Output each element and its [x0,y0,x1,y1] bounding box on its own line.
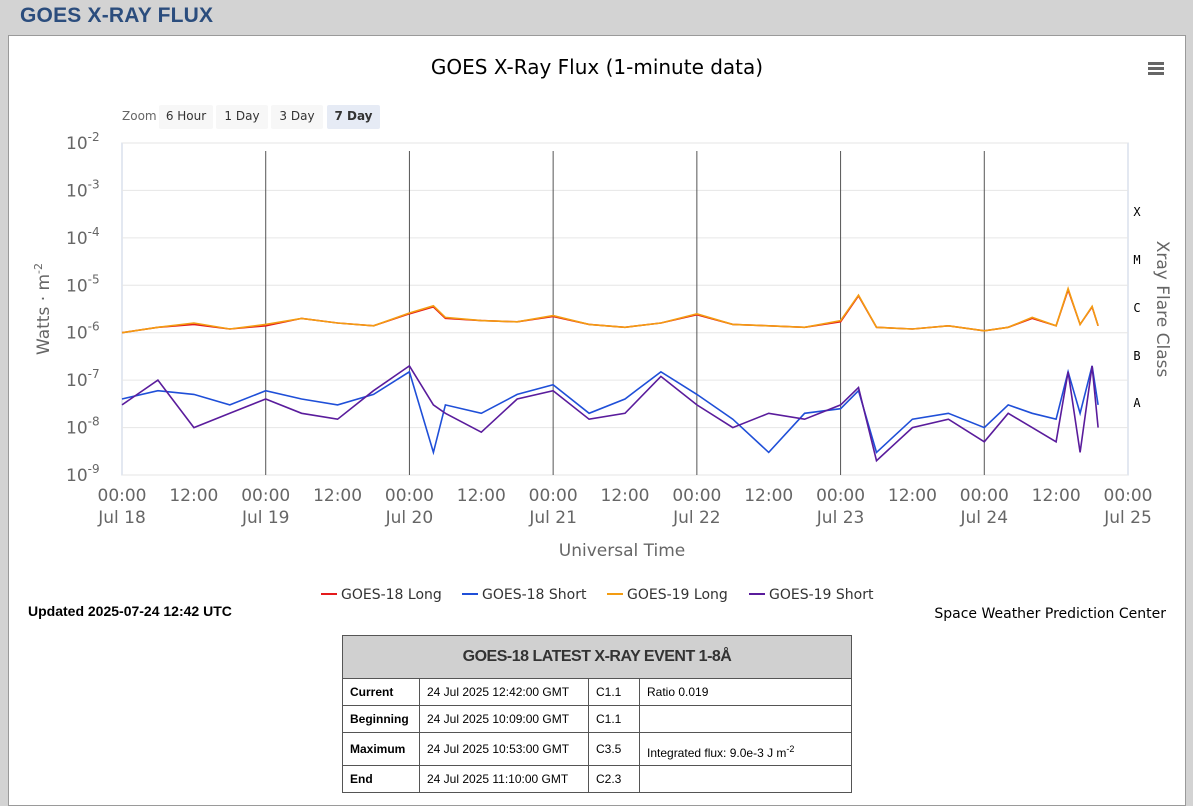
x-tick-date: Jul 22 [672,508,721,528]
legend-label: GOES-18 Short [482,587,587,603]
y-tick-label: 10-2 [66,130,100,154]
event-note [639,705,852,733]
event-note: Ratio 0.019 [639,678,852,706]
x-axis-title: Universal Time [559,541,685,561]
page-heading: GOES X-RAY FLUX [20,4,214,27]
x-tick-date: Jul 19 [241,508,290,528]
zoom-button-label: 3 Day [279,109,314,123]
zoom-button-label: 7 Day [334,109,372,123]
credit-label: Space Weather Prediction Center [934,606,1166,622]
y-tick-label: 10-7 [66,367,100,391]
event-class: C1.1 [588,678,640,706]
zoom-button-7-day[interactable]: 7 Day [327,105,380,129]
x-tick-time: 12:00 [601,486,650,506]
legend-item-goes-18-long[interactable]: GOES-18 Long [321,587,442,603]
event-row-label: End [342,765,420,793]
flare-class-b: B [1133,349,1140,363]
event-note [639,765,852,793]
x-tick-time: 00:00 [529,486,578,506]
event-table-header: GOES-18 LATEST X-RAY EVENT 1-8Å [342,635,852,679]
event-time: 24 Jul 2025 10:53:00 GMT [419,732,589,766]
x-tick-date: Jul 25 [1103,508,1152,528]
x-tick-time: 00:00 [98,486,147,506]
zoom-button-1-day[interactable]: 1 Day [216,105,268,129]
plot-area [121,142,1129,476]
event-row-beginning: Beginning 24 Jul 2025 10:09:00 GMT C1.1 [342,705,852,733]
x-tick-date: Jul 24 [960,508,1009,528]
legend-label: GOES-18 Long [341,587,442,603]
legend-item-goes-18-short[interactable]: GOES-18 Short [462,587,587,603]
x-tick-time: 12:00 [744,486,793,506]
zoom-button-3-day[interactable]: 3 Day [271,105,323,129]
x-tick-time: 00:00 [960,486,1009,506]
y-tick-label: 10-4 [66,225,100,249]
x-tick-date: Jul 18 [97,508,146,528]
event-row-current: Current 24 Jul 2025 12:42:00 GMT C1.1 Ratio… [342,678,852,706]
x-tick-time: 00:00 [385,486,434,506]
event-note: Integrated flux: 9.0e-3 J m-2 [639,732,852,766]
series-line-goes-18-short [121,365,1099,456]
event-time: 24 Jul 2025 12:42:00 GMT [419,678,589,706]
y-tick-label: 10-9 [66,462,100,486]
zoom-button-label: 6 Hour [166,109,206,123]
right-axis-title: Xray Flare Class [1152,241,1172,378]
series-line-goes-19-long [121,286,1099,334]
event-row-end: End 24 Jul 2025 11:10:00 GMT C2.3 [342,765,852,793]
event-row-maximum: Maximum 24 Jul 2025 10:53:00 GMT C3.5 Integ… [342,732,852,766]
flare-class-a: A [1133,396,1141,410]
legend-label: GOES-19 Short [769,587,874,603]
event-time: 24 Jul 2025 11:10:00 GMT [419,765,589,793]
hamburger-menu-icon[interactable] [1145,59,1169,81]
x-tick-time: 00:00 [672,486,721,506]
zoom-selector: Zoom 6 Hour 1 Day 3 Day 7 Day [122,105,380,129]
updated-timestamp: Updated 2025-07-24 12:42 UTC [28,603,232,619]
x-tick-time: 12:00 [457,486,506,506]
legend-item-goes-19-short[interactable]: GOES-19 Short [749,587,874,603]
x-tick-time: 12:00 [169,486,218,506]
y-tick-label: 10-5 [66,272,100,296]
zoom-button-6-hour[interactable]: 6 Hour [159,105,213,129]
legend: GOES-18 Long GOES-18 Short GOES-19 Long GOE… [321,587,874,603]
y-tick-label: 10-3 [66,177,100,201]
axes: 10-210-310-410-510-610-710-810-900:00Jul… [32,130,1172,561]
x-tick-date: Jul 21 [528,508,577,528]
y-axis-title: Watts · m-2 [32,263,54,355]
zoom-label: Zoom [122,109,157,123]
event-class: C2.3 [588,765,640,793]
event-class: C1.1 [588,705,640,733]
x-tick-time: 00:00 [816,486,865,506]
x-tick-date: Jul 23 [816,508,865,528]
chart-title: GOES X-Ray Flux (1-minute data) [431,55,763,79]
y-tick-label: 10-6 [66,320,100,344]
zoom-button-label: 1 Day [224,109,259,123]
x-tick-time: 00:00 [241,486,290,506]
event-time: 24 Jul 2025 10:09:00 GMT [419,705,589,733]
x-tick-time: 12:00 [313,486,362,506]
legend-item-goes-19-long[interactable]: GOES-19 Long [607,587,728,603]
legend-label: GOES-19 Long [627,587,728,603]
flare-class-c: C [1133,301,1140,315]
flare-class-m: M [1133,253,1140,267]
x-tick-time: 12:00 [888,486,937,506]
event-row-label: Maximum [342,732,420,766]
y-tick-label: 10-8 [66,415,100,439]
series-line-goes-19-short [121,364,1099,463]
x-tick-date: Jul 20 [385,508,434,528]
x-tick-time: 00:00 [1104,486,1153,506]
flare-class-x: X [1133,205,1141,219]
event-row-label: Beginning [342,705,420,733]
xray-flux-chart: GOES X-Ray Flux (1-minute data) Zoom 6 H… [32,55,1172,603]
event-row-label: Current [342,678,420,706]
event-class: C3.5 [588,732,640,766]
latest-event-table: GOES-18 LATEST X-RAY EVENT 1-8Å Current 2… [342,635,852,793]
x-tick-time: 12:00 [1032,486,1081,506]
